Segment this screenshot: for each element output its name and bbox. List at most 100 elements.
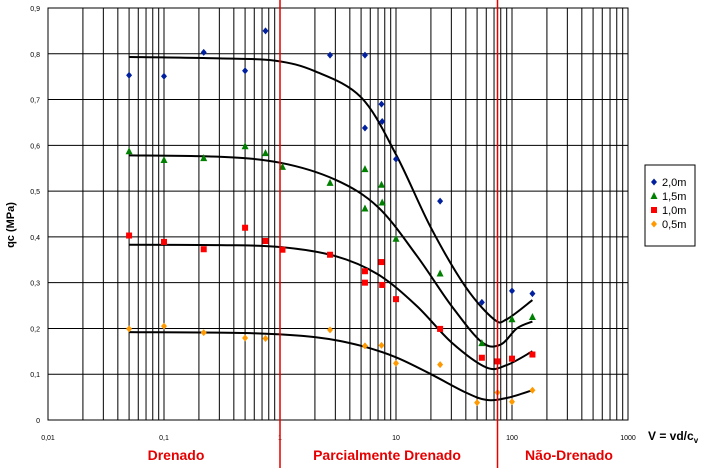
data-point [528,313,536,320]
data-point [262,27,269,35]
data-point [478,354,485,361]
legend-marker [650,192,658,199]
data-point [361,342,368,350]
data-point [326,178,334,186]
y-tick-label: 0,2 [30,326,40,333]
data-point [393,296,399,303]
legend-box [644,164,696,247]
y-tick-label: 0,9 [30,6,40,13]
data-point [327,251,334,258]
data-point [160,155,168,163]
data-point [361,268,368,275]
legend-marker [651,207,657,213]
data-point [262,149,270,157]
plot-area [47,7,629,421]
legend-marker [651,178,657,186]
data-point [393,155,399,163]
data-point [378,180,386,188]
data-point [200,154,208,162]
data-point [200,48,207,56]
data-point [436,269,444,277]
data-point [242,334,249,342]
data-point [125,147,133,155]
data-points [125,27,536,407]
data-point [361,51,368,59]
data-point [509,355,515,362]
data-point [529,386,536,394]
data-point [509,398,515,406]
data-point [126,325,133,333]
region-parcialmente-drenado: Parcialmente Drenado [313,447,461,463]
data-point [508,315,516,323]
data-point [126,71,133,79]
axis-ticks: 0,010,1110100100000,10,20,30,40,50,60,70… [30,6,636,442]
x-tick-label: 1000 [620,435,636,442]
data-point [379,118,386,126]
data-point [378,198,386,206]
x-axis-label-main: V = vd/c [648,429,694,443]
data-point [361,204,369,212]
y-tick-label: 0,4 [30,235,40,242]
data-point [161,322,167,330]
data-point [478,339,486,347]
legend-label: 1,0m [662,205,686,217]
data-point [242,224,249,231]
x-tick-label: 100 [506,435,518,442]
data-point [529,290,536,298]
region-nao-drenado: Não-Drenado [525,447,613,463]
x-axis-label: V = vd/cv [648,429,699,445]
data-point [242,67,249,75]
data-point [361,165,369,173]
data-point [279,246,286,253]
data-point [262,335,269,343]
data-point [437,361,444,369]
data-point [161,238,167,245]
x-axis-label-sub: v [694,436,699,445]
legend-label: 2,0m [662,177,686,189]
data-point [200,329,207,337]
x-tick-label: 0,1 [159,435,169,442]
data-point [393,359,399,367]
legend-label: 0,5m [662,219,686,231]
y-tick-label: 0 [36,418,40,425]
data-point [361,279,368,286]
legend-label: 1,5m [662,191,686,203]
data-point [327,326,334,334]
region-drenado: Drenado [148,447,205,463]
y-tick-label: 0,7 [30,98,40,105]
data-point [126,232,133,239]
data-point [378,100,385,108]
data-point [262,238,269,245]
data-point [509,287,515,295]
grid [47,7,629,421]
data-point [241,142,249,150]
x-tick-label: 10 [392,435,400,442]
x-tick-label: 0,01 [41,435,55,442]
data-point [200,246,207,253]
boundary-lines [279,0,499,468]
data-point [378,341,385,349]
trend-line-1,5m [129,154,533,348]
y-tick-label: 0,3 [30,281,40,288]
data-point [378,259,385,266]
trend-line-0,5m [129,331,533,402]
data-point [474,399,481,407]
y-tick-label: 0,8 [30,52,40,59]
legend-marker [651,220,657,228]
data-point [379,281,386,288]
y-tick-label: 0,6 [30,143,40,150]
y-axis-label: qc (MPa) [5,202,17,248]
data-point [529,351,536,358]
data-point [437,325,444,332]
data-point [437,197,444,205]
data-point [361,124,368,132]
y-tick-label: 0,1 [30,372,40,379]
data-point [478,298,485,306]
data-point [392,234,400,242]
y-tick-label: 0,5 [30,189,40,196]
data-point [327,51,334,59]
data-point [161,72,167,80]
trend-line-1,0m [129,243,533,371]
legend: 2,0m 1,5m 1,0m 0,5m [644,164,696,247]
